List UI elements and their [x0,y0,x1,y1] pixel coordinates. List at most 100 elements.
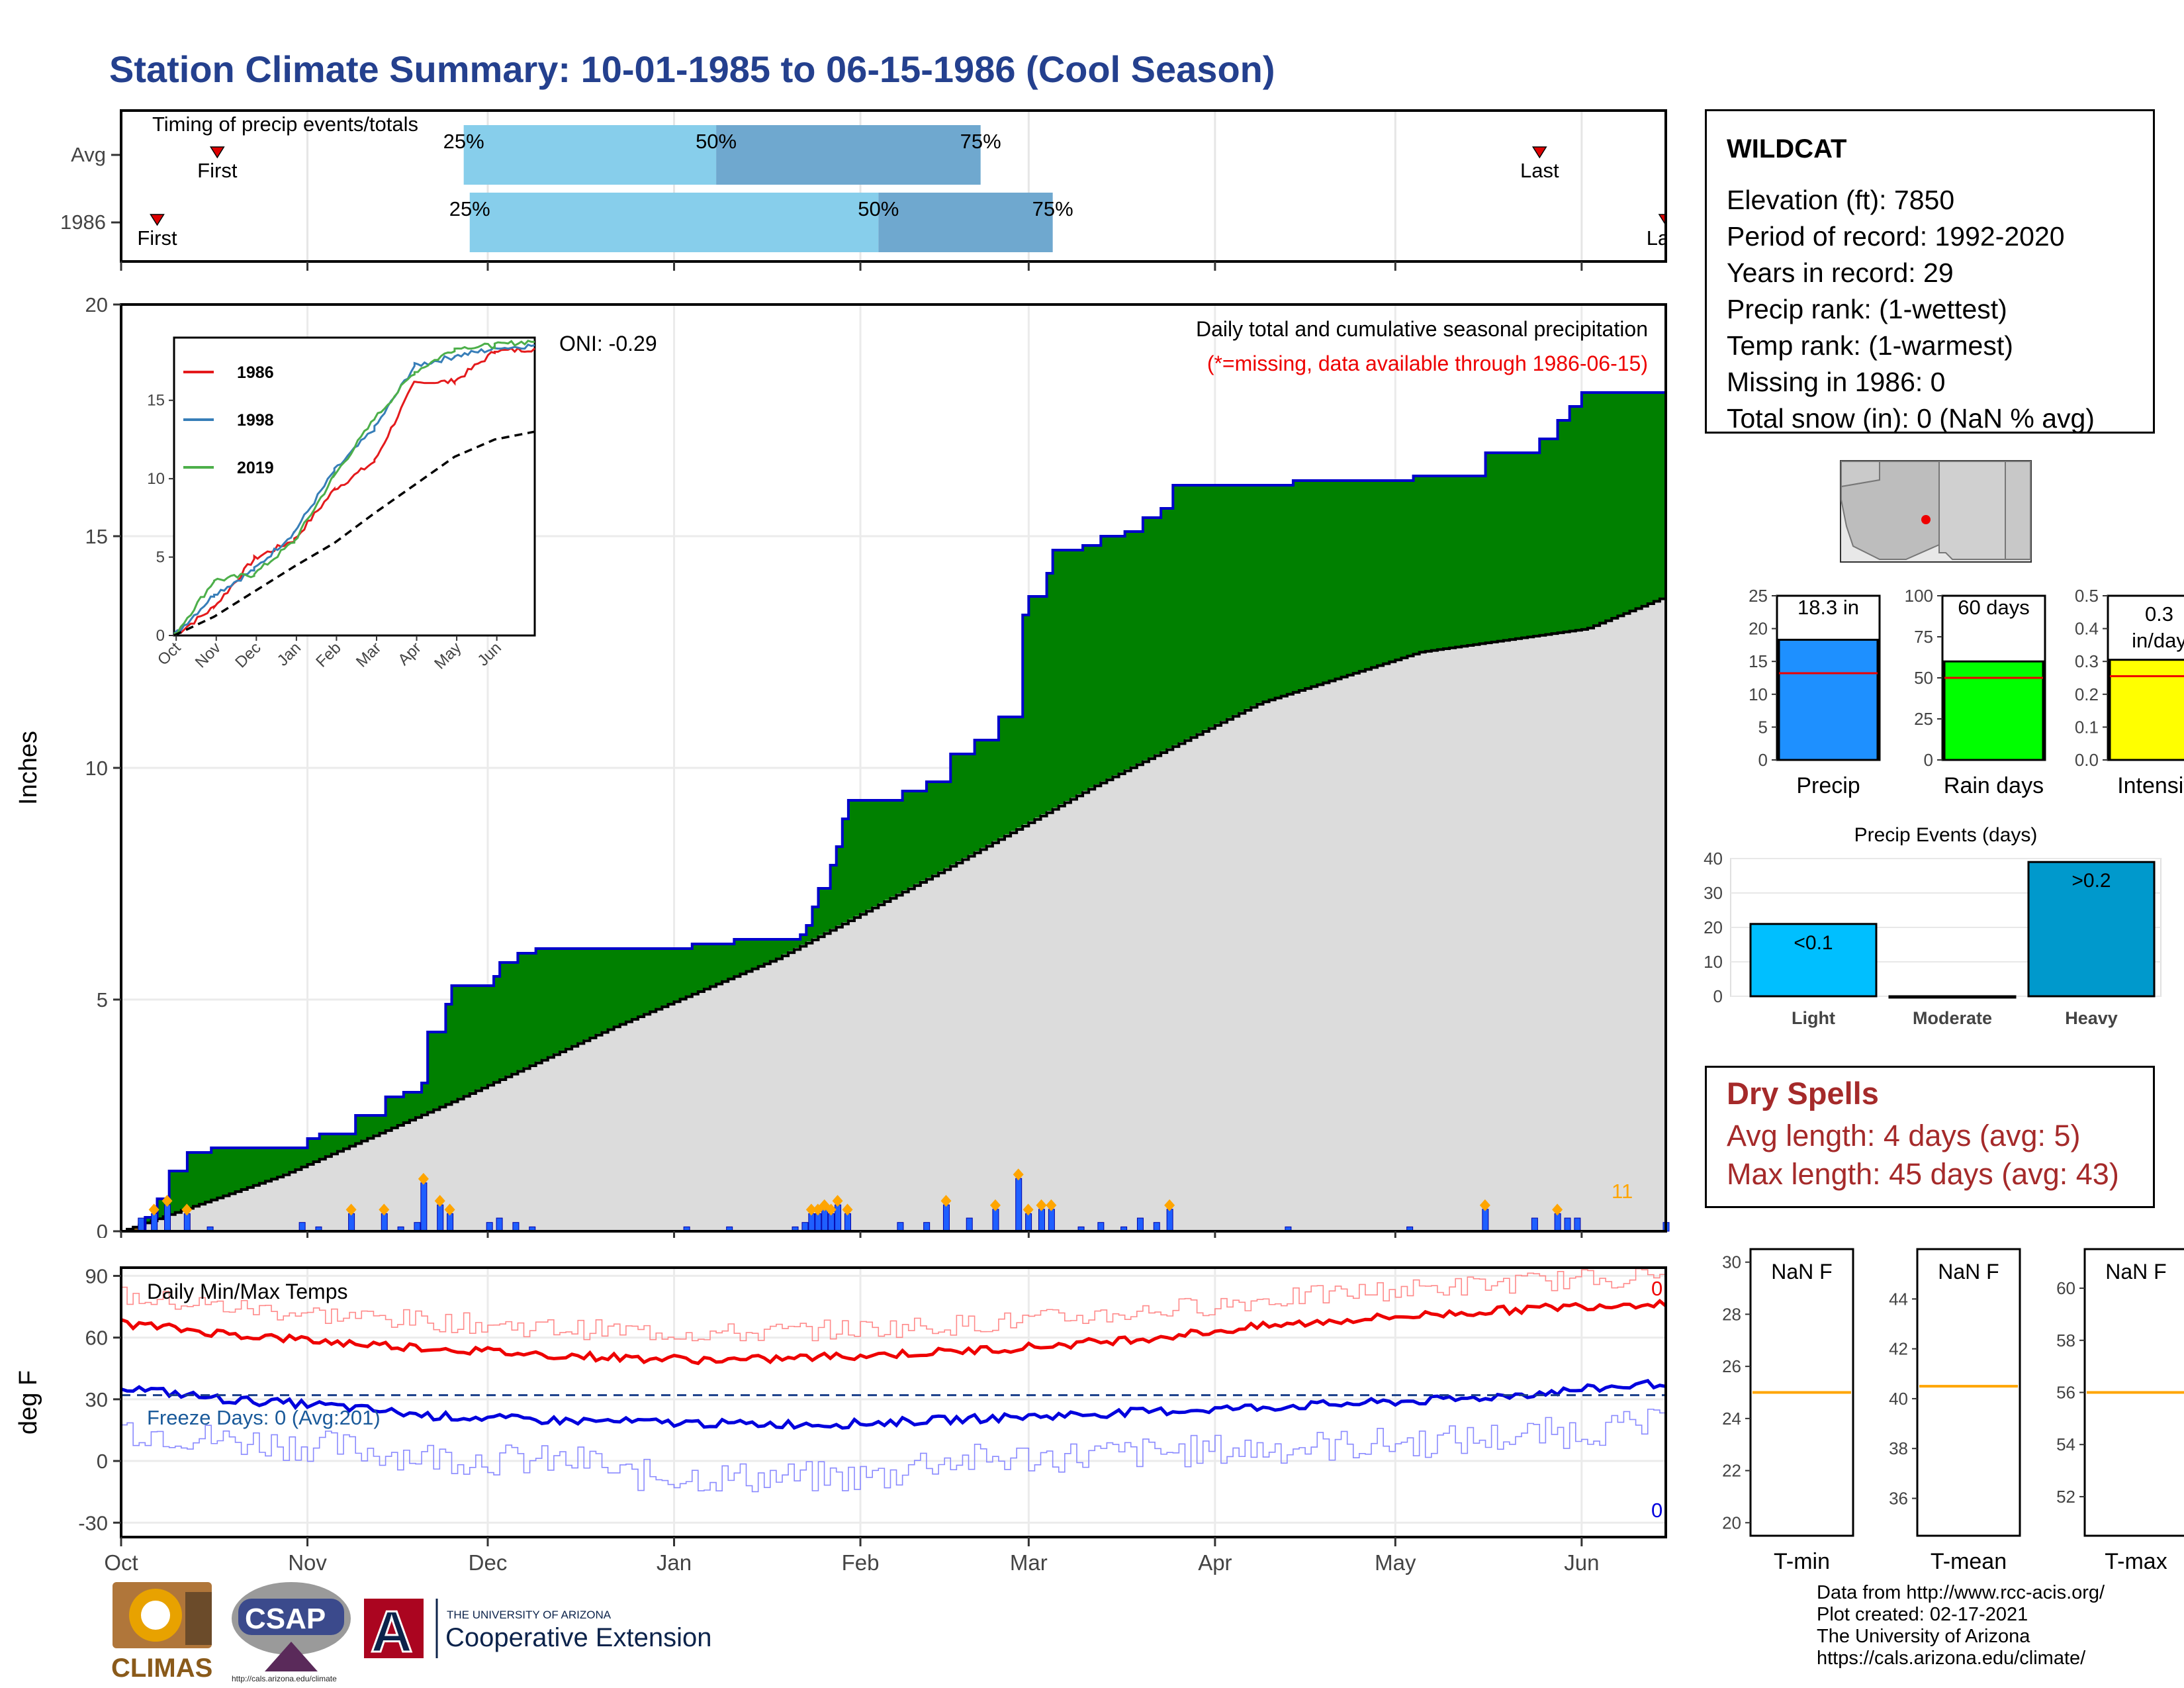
above-normal-area [331,1134,338,1153]
above-normal-area [422,1083,428,1114]
temperature-chart: Daily Min/Max Temps Freeze Days: 0 (Avg:2… [15,1264,1667,1575]
above-normal-area [908,791,915,888]
main-y-tick-label: 20 [85,293,108,316]
above-normal-area [241,1148,248,1189]
temp-panel-y-tick-label: 56 [2056,1383,2075,1403]
above-normal-area [1479,476,1486,643]
temp-panel-y-tick-label: 44 [1889,1289,1908,1309]
dry-spells-max: Max length: 45 days (avg: 43) [1727,1157,2119,1191]
above-normal-area [1269,485,1276,699]
above-normal-area [728,944,735,978]
above-normal-area [349,1134,356,1145]
station-elevation: Elevation (ft): 7850 [1727,185,1955,215]
temp-x-tick-label: Apr [1198,1550,1232,1575]
above-normal-area [788,939,795,951]
above-normal-area [553,949,561,1054]
above-normal-area [518,953,525,1070]
above-normal-area [824,888,831,932]
above-normal-area [1023,615,1029,825]
above-normal-area [896,800,903,894]
above-normal-area [1130,532,1138,767]
above-normal-area [674,949,681,1001]
above-normal-area [1581,393,1588,630]
above-normal-area [253,1148,260,1185]
page-title: Station Climate Summary: 10-01-1985 to 0… [109,48,1275,90]
above-normal-area [662,949,669,1006]
daily-precip-bar [381,1213,388,1232]
avg-max-temp-line [120,1298,1667,1366]
above-normal-area [343,1134,350,1148]
above-normal-area [866,800,873,910]
summary-value-label: 0.3 [2145,602,2173,626]
daily-precip-marker [181,1203,193,1216]
above-normal-area [1124,532,1132,770]
above-normal-area [1287,485,1294,694]
inset-y-tick-label: 15 [147,392,165,410]
above-normal-area [181,1171,188,1209]
timing-last-marker [1531,146,1547,159]
summary-y-tick-label: 0 [1758,750,1768,770]
daily-precip-bar [808,1213,815,1232]
above-normal-area [487,986,494,1084]
temp-y-tick-label: 0 [97,1450,108,1473]
summary-y-tick-label: 0.2 [2075,684,2099,704]
station-location-marker [1921,515,1931,524]
daily-precip-bar [164,1204,171,1232]
timing-bar-25-50 [463,125,717,185]
above-normal-area [1455,476,1462,647]
above-normal-area [1635,393,1643,608]
above-normal-area [1136,532,1144,764]
timing-bar-50-75 [716,125,981,185]
event-bar-heavy [2027,861,2156,998]
above-normal-area [794,939,801,948]
above-normal-area [830,865,837,929]
summary-y-tick-label: 25 [1914,709,1933,729]
temp-panel-value: NaN F [1771,1260,1832,1284]
above-normal-area [469,986,477,1092]
daily-precip-marker [444,1203,455,1216]
inset-legend-label: 2019 [237,459,274,477]
above-normal-area [373,1115,381,1135]
station-snow: Total snow (in): 0 (NaN % avg) [1727,403,2095,434]
above-normal-area [770,939,777,961]
main-y-axis-label: Inches [15,731,42,805]
above-normal-area [836,847,843,926]
daily-precip-marker [345,1203,357,1216]
temp-panel-label: T-max [2105,1549,2167,1574]
above-normal-area [529,953,537,1064]
above-normal-area [1389,481,1396,661]
above-normal-area [578,949,584,1043]
temp-panel-value: NaN F [2105,1260,2166,1284]
event-category-label: Moderate [1913,1008,1992,1028]
record-min-temp-line [121,1409,1666,1493]
above-normal-area [1101,536,1108,782]
daily-precip-bar [1564,1217,1571,1232]
above-normal-area [1527,453,1534,637]
above-normal-area [289,1148,296,1171]
above-normal-area [1545,439,1553,634]
above-normal-area [416,1092,422,1117]
above-normal-area [325,1134,332,1156]
below-normal-area [133,1226,140,1231]
temp-plot-bg [121,1268,1666,1537]
above-normal-area [1383,481,1390,663]
above-normal-area [1299,481,1306,690]
above-normal-area [644,949,651,1013]
above-normal-area [445,1004,453,1103]
above-normal-area [566,949,572,1048]
summary-y-tick-label: 0.0 [2075,750,2099,770]
above-normal-area [1167,508,1173,749]
above-normal-area [1220,485,1228,722]
above-normal-area [1323,481,1330,682]
above-normal-area [1443,476,1450,649]
above-normal-area [1070,550,1077,798]
logos: CLIMAS CSAP http://cals.arizona.edu/clim… [111,1582,711,1683]
daily-precip-bar [437,1204,444,1232]
above-normal-area [764,939,771,963]
above-normal-area [944,782,951,868]
daily-precip-marker [148,1203,159,1216]
temp-panel-y-tick-label: 38 [1889,1438,1908,1458]
above-normal-area [295,1148,302,1168]
summary-value-label: 60 days [1958,596,2030,619]
daily-precip-bar [1038,1209,1045,1232]
